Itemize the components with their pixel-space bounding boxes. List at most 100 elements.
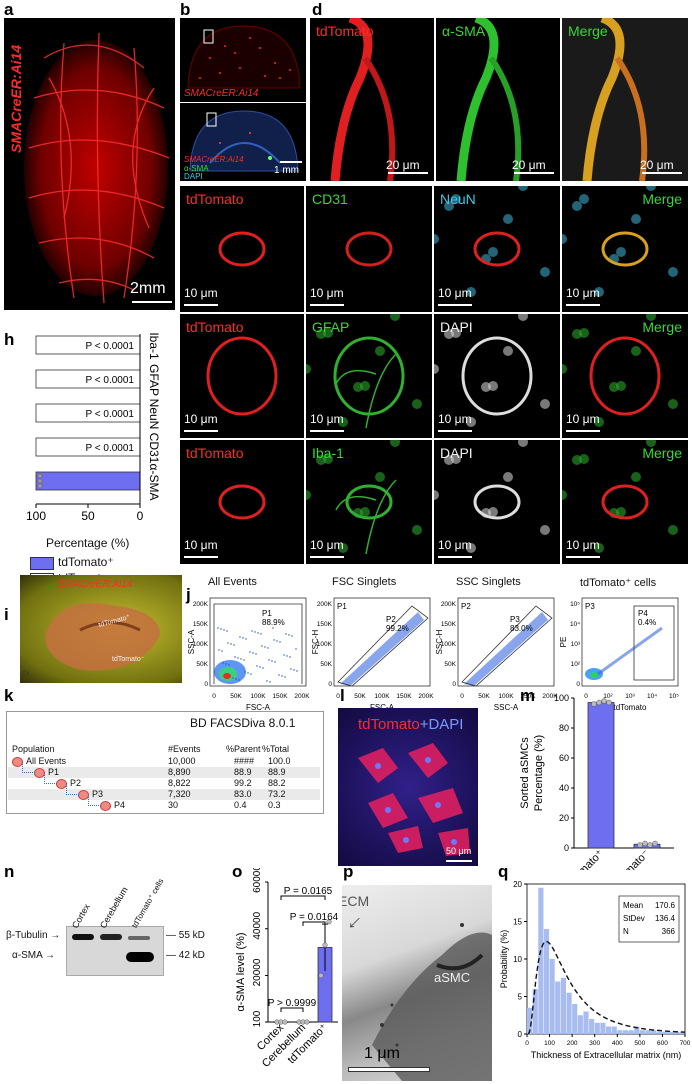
flow-gate-pct: 0.4% [638,618,656,627]
q-ytick: 10 [513,955,522,964]
panel-d-merge: Merge 20 μm [562,18,688,181]
scale-bar-label: 20 μm [386,158,420,172]
q-stat-key: Mean [623,901,643,910]
channel-label: Merge [568,23,608,39]
panel-f-tile-0: tdTomato 10 μm [180,314,304,438]
facs-gate-icon [100,801,111,811]
h-category-label: CD31 [147,433,161,464]
flow-xtick: 0 [584,693,588,700]
panel-c-genotype: SMACreER:Ai14 [184,155,244,164]
facs-events: 10,000 [168,756,196,766]
panel-letter-b: b [180,0,191,19]
facs-total: 100.0 [268,756,291,766]
facs-pop-name: P1 [48,767,60,777]
q-stat-value: 170.6 [655,901,676,910]
facs-header: %Total [262,744,290,754]
facs-pop-name: P3 [92,789,104,799]
m-ytick: 80 [559,723,569,733]
scale-bar-label: 1 mm [274,165,299,176]
panel-letter-l: l [340,686,345,705]
panel-g-tile-2: DAPI 10 μm [434,440,560,564]
panel-i-genotype: SMACreER:Ai14 [58,579,133,590]
m-point [606,699,612,706]
channel-label: DAPI [440,319,473,335]
scale-bar-label: 1 μm [364,1045,400,1062]
q-bar [589,1019,595,1034]
flow-ytick: 10⁵ [570,601,580,608]
facs-parent: 0.4 [234,800,247,810]
scale-bar-label: 10 μm [438,286,472,300]
m-ytick: 40 [559,783,569,793]
scale-bar-label: 50 μm [446,846,472,856]
facs-pop-name: P4 [114,800,126,810]
channel-label: Iba-1 [312,445,344,461]
h-tick-label: 50 [81,509,95,523]
flow-ytick: 150K [441,621,457,628]
h-point [37,478,43,484]
q-bar [600,1022,606,1034]
flow-ylabel: SSC-H [435,629,444,654]
m-point [591,701,597,707]
m-bar [587,702,615,849]
panel-c-dapi-label: DAPI [184,172,203,181]
panel-d-asma: α-SMA 20 μm [436,18,560,181]
q-bar [560,977,566,1034]
m-ytick: 100 [554,693,569,703]
o-point [318,972,324,979]
q-xtick: 400 [612,1040,623,1047]
panel-d-tdtomato: tdTomato 20 μm [310,18,434,181]
flow-xtick: 200K [294,693,310,700]
channel-label: α-SMA [442,23,486,39]
flow-xlabel: SSC-A [494,703,519,712]
o-ytick: 60000 [252,868,263,893]
flow-xtick: 50K [230,693,242,700]
panel-h-xlabel: Percentage (%) [46,536,130,550]
o-pvalue: P = 0.0164 [290,912,339,923]
lane-label-1: Cerebellum [98,885,130,930]
band-tubulin-cerebellum [100,934,122,940]
flow-xtick: 0 [336,693,340,700]
flow-gate: P1 [262,609,272,618]
m-ylabel-1: Sorted aSMCs [519,737,531,809]
band-tubulin-cortex [72,934,94,940]
flow-xtick: 0 [460,693,464,700]
panel-letter-k: k [4,686,14,705]
scale-bar-label: 10 μm [184,286,218,300]
o-pvalue: P > 0.9999 [268,998,317,1009]
scale-bar-label: 20 μm [512,158,546,172]
flow-plot: P3 P40.4% 10⁵ 10⁴ 10³ 10² 00 10² 10³ 10⁴ 10⁵ tdToma… [559,597,679,712]
panel-letter-j: j [186,585,191,604]
channel-label: Merge [642,319,682,335]
q-bar [549,959,555,1034]
scale-bar-label: 2mm [130,280,166,297]
flow-xtick: 10³ [625,693,635,700]
flow-ytick: 10² [571,661,581,668]
q-bar [543,929,550,1034]
scale-bar [184,304,218,306]
scale-bar-label: 10 μm [184,538,218,552]
o-ytick: 100 [252,1010,263,1027]
q-bar [645,1030,651,1034]
flow-ytick: 200K [317,601,333,608]
flow-parent-gate: P1 [337,602,347,611]
flow-title: All Events [208,576,257,588]
flow-ylabel: FSC-H [311,630,320,655]
panel-f-tile-3: Merge 10 μm [562,314,688,438]
scale-bar-label: 10 μm [566,412,600,426]
q-ylabel: Probability (%) [499,930,509,989]
q-stat-value: 136.4 [655,914,676,923]
q-ytick: 15 [513,918,522,927]
band-label-tubulin: β-Tubulin → [6,930,61,941]
h-point [37,473,43,479]
facs-tree-connector [44,773,57,784]
q-bar [639,1030,645,1034]
q-xlabel: Thickness of Extracellular matrix (nm) [531,1050,682,1060]
panel-i-corner-label: Cy [22,671,30,677]
scale-bar [642,172,682,174]
m-category-label: tdTomato⁻ [608,848,653,870]
panel-f-tile-2: DAPI 10 μm [434,314,560,438]
scale-bar [438,304,472,306]
q-bar [668,1031,674,1034]
